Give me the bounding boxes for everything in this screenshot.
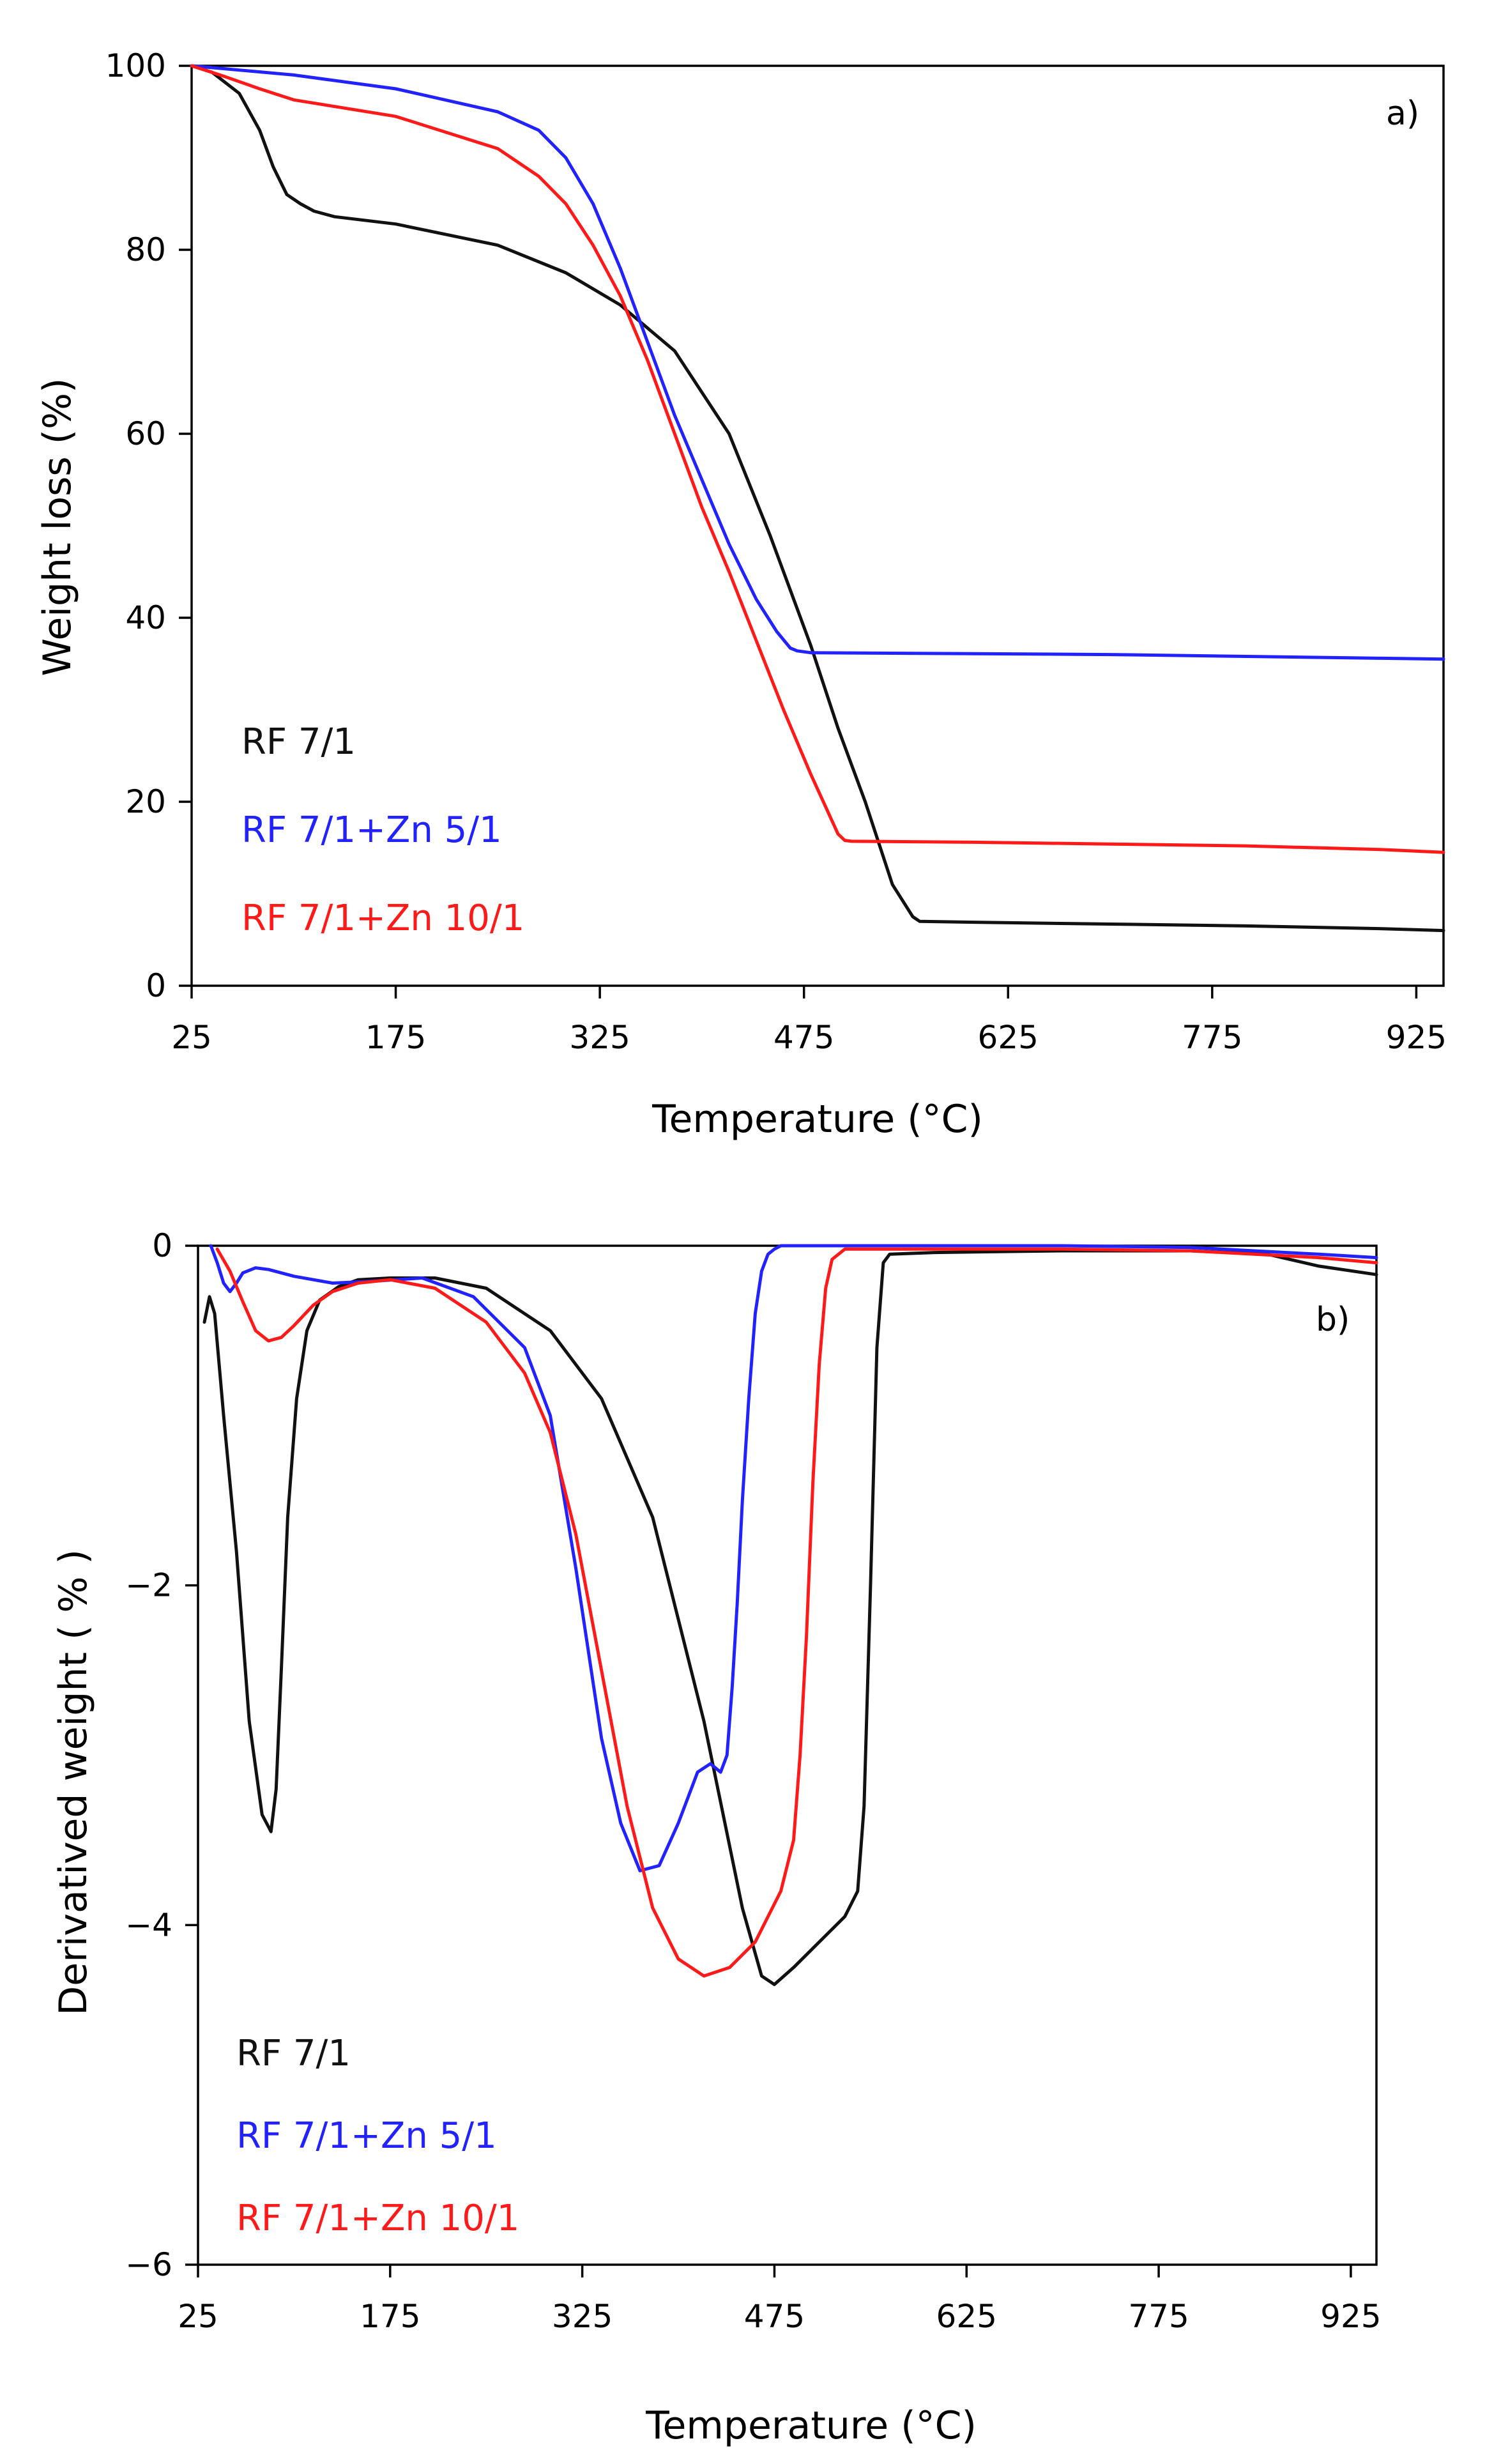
panel-b-x-tick-label: 625 [936,2298,997,2335]
panel-a-x-tick-label: 325 [569,1019,630,1056]
panel-b-series-rf-7-1-zn-10-1 [215,1247,1378,1978]
panel-a-series [190,64,1445,933]
panel-b-x-tick-label: 775 [1128,2298,1189,2335]
panel-a-y-tick-label: 20 [125,783,166,820]
panel-b-x-tick-label: 175 [360,2298,420,2335]
panel-b-derivative-weight-chart: 25 175 325 475 625 775 925 −6 −4 −2 0 b) Temperatu… [51,1227,1382,2448]
panel-b-x-tick-label: 325 [552,2298,613,2335]
panel-a-legend-rf71-zn101: RF 7/1+Zn 10/1 [241,898,524,939]
panel-a-x-tick-label: 25 [171,1019,212,1056]
panel-a-x-tick-label: 475 [773,1019,834,1056]
panel-a-series-rf-7-1-zn-5-1 [190,64,1445,661]
panel-a-y-tick-label: 80 [125,231,166,268]
panel-b-x-tick-label: 925 [1320,2298,1381,2335]
panel-a-y-axis-title: Weight loss (%) [35,378,80,677]
panel-a-y-tick-label: 0 [146,967,166,1004]
panel-a-label: a) [1386,95,1419,133]
panel-a-y-tick-label: 40 [125,599,166,636]
panel-b-series-rf-7-1 [202,1249,1378,1986]
panel-b-plot-frame [197,1244,1378,2266]
panel-b-y-tick-label: 0 [152,1227,172,1264]
panel-a-series-rf-7-1 [190,64,1445,933]
panel-a-y-tick-label: 60 [125,415,166,452]
panel-b-x-tick-label: 475 [744,2298,805,2335]
panel-b-ticks: 25 175 325 475 625 775 925 −6 −4 −2 0 [125,1227,1381,2335]
panel-a-series-rf-7-1-zn-10-1 [190,64,1445,854]
panel-b-legend-rf71: RF 7/1 [236,2033,351,2074]
panel-b-legend: RF 7/1 RF 7/1+Zn 5/1 RF 7/1+Zn 10/1 [236,2033,519,2239]
panel-b-y-tick-label: −6 [125,2246,172,2283]
panel-b-series-rf-7-1-zn-5-1 [209,1244,1378,1872]
panel-a-ticks: 25 175 325 475 625 775 925 0 20 40 60 80 100 [105,47,1447,1056]
panel-b-label: b) [1316,1301,1350,1339]
panel-b-legend-rf71-zn51: RF 7/1+Zn 5/1 [236,2115,497,2157]
panel-a-weight-loss-chart: 25 175 325 475 625 775 925 0 20 40 60 80 100 a) Temp… [35,47,1447,1142]
panel-a-x-tick-label: 175 [365,1019,426,1056]
panel-a-y-tick-label: 100 [105,47,166,84]
panel-a-plot-frame [190,65,1445,987]
panel-b-x-tick-label: 25 [178,2298,218,2335]
panel-a-x-tick-label: 625 [978,1019,1039,1056]
panel-a-legend-rf71: RF 7/1 [241,721,356,763]
panel-a-legend-rf71-zn51: RF 7/1+Zn 5/1 [241,809,502,851]
panel-a-x-tick-label: 775 [1182,1019,1242,1056]
panel-a-legend: RF 7/1 RF 7/1+Zn 5/1 RF 7/1+Zn 10/1 [241,721,524,939]
panel-b-y-tick-label: −4 [125,1906,172,1943]
panel-b-y-axis-title: Derivatived weight ( % ) [51,1549,96,2016]
panel-b-series [202,1244,1378,1986]
panel-b-y-tick-label: −2 [125,1567,172,1604]
panel-b-legend-rf71-zn101: RF 7/1+Zn 10/1 [236,2198,519,2239]
panel-a-x-axis-title: Temperature (°C) [651,1097,983,1142]
panel-b-x-axis-title: Temperature (°C) [645,2403,977,2448]
panel-a-x-tick-label: 925 [1386,1019,1447,1056]
